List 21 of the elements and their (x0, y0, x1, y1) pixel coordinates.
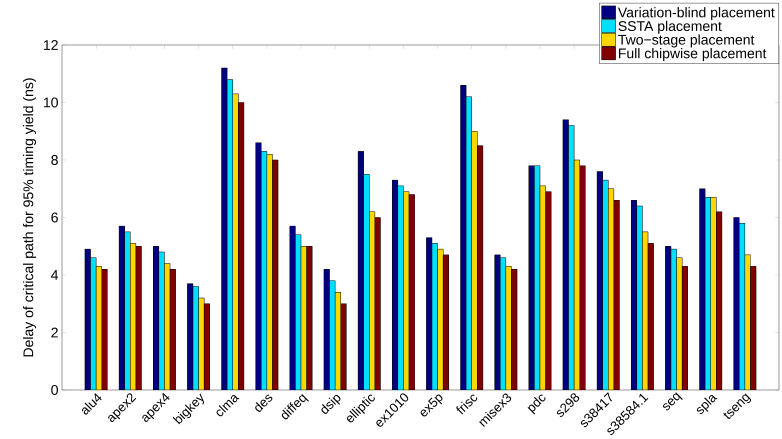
y-tick-label: 0 (51, 385, 58, 395)
x-tick-label: seq (663, 392, 683, 410)
legend-label: Two−stage placement (618, 34, 754, 48)
y-tick-label: 10 (44, 98, 58, 108)
legend-label: Variation-blind placement (618, 7, 775, 20)
y-tick-label: 4 (51, 270, 58, 280)
x-tick-label: dsip (321, 394, 340, 414)
x-tick-label: ex5p (420, 394, 443, 416)
legend-label: Full chipwise placement (619, 48, 766, 62)
y-tick-label: 2 (51, 328, 58, 338)
x-tick-label: clma (216, 395, 240, 416)
x-tick-label: alu4 (82, 393, 102, 415)
x-tick-label: pdc (528, 394, 546, 414)
x-tick-label: des (255, 394, 272, 412)
y-tick-label: 8 (51, 155, 58, 165)
y-tick-label: 6 (51, 212, 58, 222)
y-axis-title: Delay of critical path for 95% timing yield (ns) (22, 78, 36, 356)
y-tick-label: 12 (44, 40, 58, 50)
x-tick-label: spla (696, 395, 718, 414)
legend-label: SSTA placement (618, 20, 722, 34)
x-tick-label: frisc (456, 394, 478, 414)
